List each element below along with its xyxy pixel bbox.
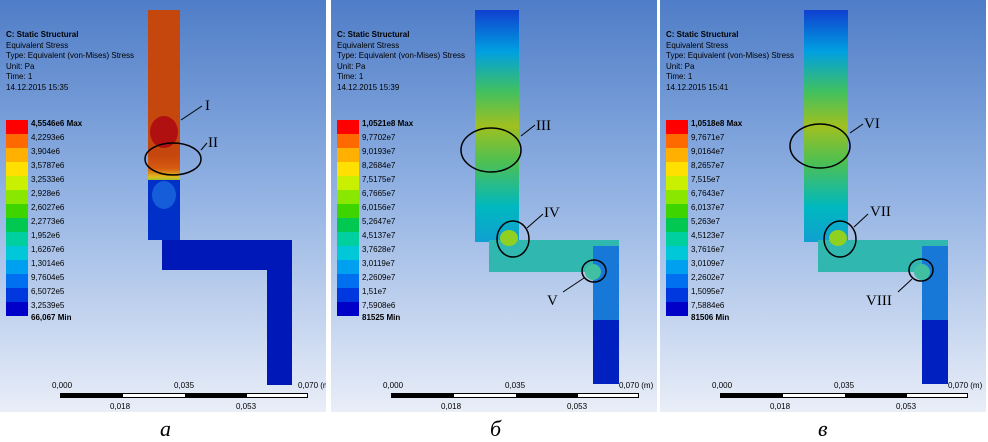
legend-band <box>337 148 359 162</box>
legend-band <box>6 148 28 162</box>
legend-band <box>337 246 359 260</box>
scale-bar-c: 0,000 0,035 0,070 (m) 0,018 0,053 <box>712 381 983 411</box>
legend-band <box>6 120 28 134</box>
callout-ring-VI <box>789 123 851 169</box>
callout-VIII: VIII <box>866 293 892 309</box>
result-info-b: C: Static Structural Equivalent Stress T… <box>337 30 466 92</box>
callout-ring-VII <box>823 220 857 258</box>
callout-ring-II <box>144 142 202 176</box>
legend-band <box>6 218 28 232</box>
pipe-vertical-b <box>475 10 519 242</box>
pipe-vertical-c <box>804 10 848 242</box>
scale-bar-b: 0,000 0,035 0,070 (m) 0,018 0,053 <box>383 381 654 411</box>
legend-band <box>666 288 688 302</box>
legend-band <box>666 162 688 176</box>
legend-band <box>337 134 359 148</box>
legend-band <box>666 274 688 288</box>
legend-band <box>666 204 688 218</box>
geometry-c: VI VII VIII <box>789 10 948 384</box>
legend-band <box>666 260 688 274</box>
result-info-a: C: Static Structural Equivalent Stress T… <box>6 30 135 92</box>
legend-band <box>337 204 359 218</box>
legend-band <box>337 260 359 274</box>
callout-VI: VI <box>864 116 880 132</box>
legend-colorbar-c <box>666 120 688 316</box>
callout-I: I <box>205 98 210 114</box>
legend-band <box>666 246 688 260</box>
hotspot-a <box>150 116 178 148</box>
legend-band <box>666 190 688 204</box>
legend-band <box>337 274 359 288</box>
legend-band <box>666 134 688 148</box>
legend-band <box>6 302 28 316</box>
callout-II: II <box>208 135 218 151</box>
legend-band <box>666 120 688 134</box>
legend-band <box>337 232 359 246</box>
legend-band <box>6 176 28 190</box>
callout-ring-V <box>581 259 607 283</box>
stress-plot-b: III IV V C: Static Structural Equivalent… <box>331 0 657 412</box>
legend-band <box>337 190 359 204</box>
legend-band <box>6 204 28 218</box>
legend-band <box>666 148 688 162</box>
pipe-outlet-a <box>267 245 292 385</box>
legend-colorbar-a <box>6 120 28 316</box>
legend-band <box>337 162 359 176</box>
stress-plot-c: VI VII VIII C: Static Structural Equival… <box>660 0 986 412</box>
stress-plot-a: I II C: Static Structural Equivalent Str… <box>0 0 326 412</box>
geometry-b: III IV V <box>460 10 619 384</box>
callout-V: V <box>547 293 558 309</box>
legend-band <box>666 302 688 316</box>
legend-band <box>337 302 359 316</box>
callout-ring-III <box>460 127 522 173</box>
legend-band <box>337 288 359 302</box>
legend-band <box>6 288 28 302</box>
callout-IV: IV <box>544 205 560 221</box>
legend-band <box>6 134 28 148</box>
legend-band <box>6 162 28 176</box>
scale-bar-a: 0,000 0,035 0,070 (m) 0,018 0,053 <box>52 381 326 411</box>
callout-VII: VII <box>870 204 891 220</box>
legend-band <box>337 120 359 134</box>
legend-band <box>666 232 688 246</box>
legend-colorbar-b <box>337 120 359 316</box>
legend-band <box>6 260 28 274</box>
legend-band <box>666 218 688 232</box>
legend-band <box>6 232 28 246</box>
geometry-a: I II <box>144 10 292 385</box>
caption-c: в <box>818 416 828 441</box>
legend-band <box>666 176 688 190</box>
legend-band <box>337 218 359 232</box>
callout-III: III <box>536 118 551 134</box>
legend-band <box>6 274 28 288</box>
callout-ring-VIII <box>908 258 934 282</box>
caption-b: б <box>490 416 502 441</box>
legend-band <box>6 190 28 204</box>
caption-a: а <box>160 416 171 441</box>
legend-band <box>6 246 28 260</box>
result-info-c: C: Static Structural Equivalent Stress T… <box>666 30 795 92</box>
legend-band <box>337 176 359 190</box>
callout-ring-IV <box>496 220 530 258</box>
